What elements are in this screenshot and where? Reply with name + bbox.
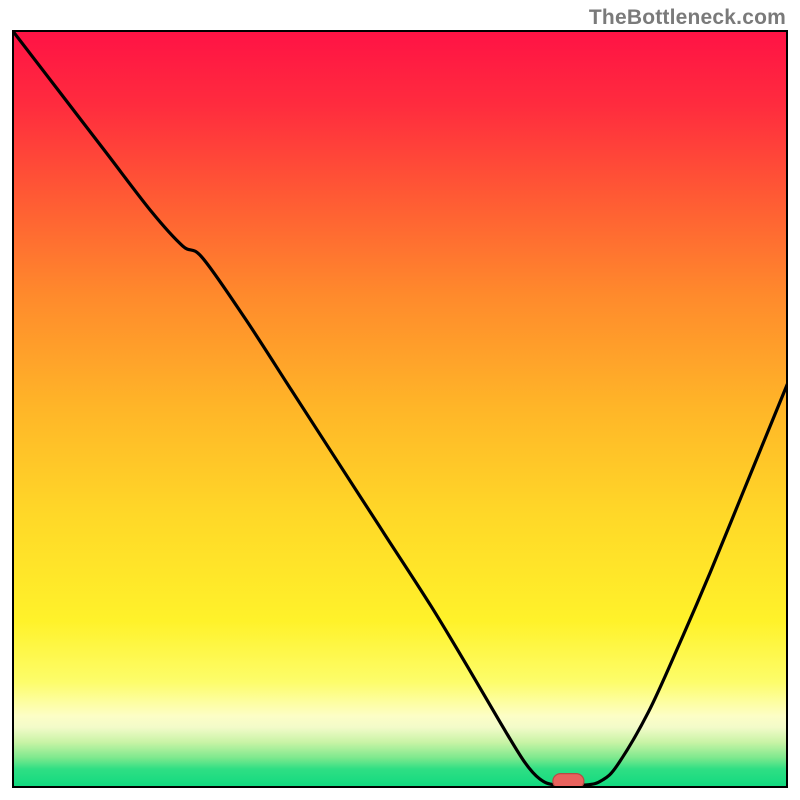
chart-svg [12, 30, 788, 788]
chart-container: TheBottleneck.com [0, 0, 800, 800]
plot-frame [12, 30, 788, 788]
gradient-background [12, 30, 788, 788]
watermark-text: TheBottleneck.com [589, 6, 786, 30]
minimum-marker [553, 774, 584, 788]
